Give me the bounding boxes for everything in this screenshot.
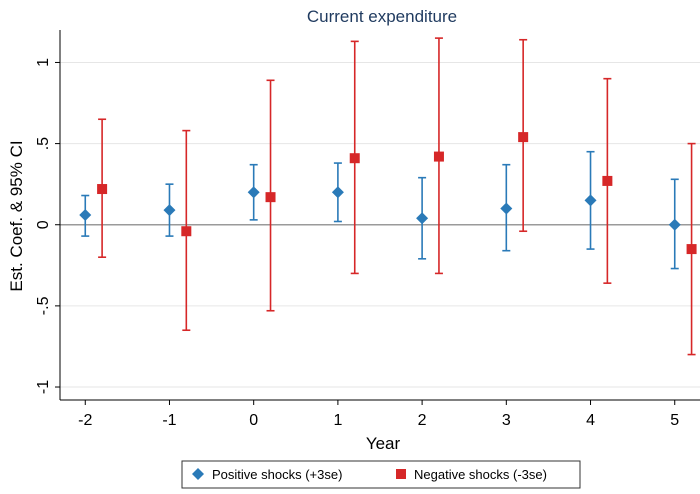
positive-point	[500, 202, 513, 215]
negative-point	[433, 151, 444, 162]
negative-point	[686, 244, 697, 255]
y-tick-label: -1	[35, 380, 52, 394]
negative-point	[602, 175, 613, 186]
y-tick-label: 0	[35, 220, 52, 229]
legend-box	[181, 460, 581, 489]
x-tick-label: -2	[78, 412, 92, 429]
legend-diamond-marker	[192, 468, 204, 480]
chart-title: Current expenditure	[307, 7, 457, 26]
legend-negative-label: Negative shocks (-3se)	[414, 467, 547, 482]
grid-lines	[60, 61, 700, 388]
negative-point	[349, 153, 360, 164]
legend-positive-label: Positive shocks (+3se)	[212, 467, 342, 482]
x-tick-label: 3	[502, 412, 511, 429]
y-tick-label: 1	[35, 58, 52, 67]
x-tick-label: 4	[586, 412, 595, 429]
y-tick-label: -.5	[35, 296, 52, 315]
positive-point	[331, 186, 344, 199]
positive-point	[163, 204, 176, 217]
legend-square-marker	[396, 469, 406, 479]
positive-point	[247, 186, 260, 199]
x-tick-label: 2	[418, 412, 427, 429]
positive-point	[668, 218, 681, 231]
error-bars	[81, 37, 696, 356]
x-tick-label: 1	[333, 412, 342, 429]
x-tick-label: -1	[162, 412, 176, 429]
negative-point	[181, 226, 192, 237]
positive-point	[79, 209, 92, 221]
legend: Positive shocks (+3se) Negative shocks (…	[181, 460, 581, 489]
negative-point	[97, 184, 108, 195]
y-axis-title: Est. Coef. & 95% CI	[7, 140, 26, 291]
positive-point	[416, 212, 429, 225]
x-axis-title: Year	[366, 434, 401, 453]
x-axis-ticks: -2 -1 0 1 2 3 4 5	[78, 400, 679, 429]
negative-point	[265, 192, 276, 203]
axes	[59, 30, 700, 401]
y-tick-label: .5	[35, 137, 52, 150]
y-axis-ticks: -1 -.5 0 .5 1	[35, 58, 60, 394]
x-tick-label: 5	[670, 412, 679, 429]
negative-point	[518, 132, 529, 143]
x-tick-label: 0	[249, 412, 258, 429]
positive-point	[584, 194, 597, 207]
point-markers	[79, 132, 697, 255]
